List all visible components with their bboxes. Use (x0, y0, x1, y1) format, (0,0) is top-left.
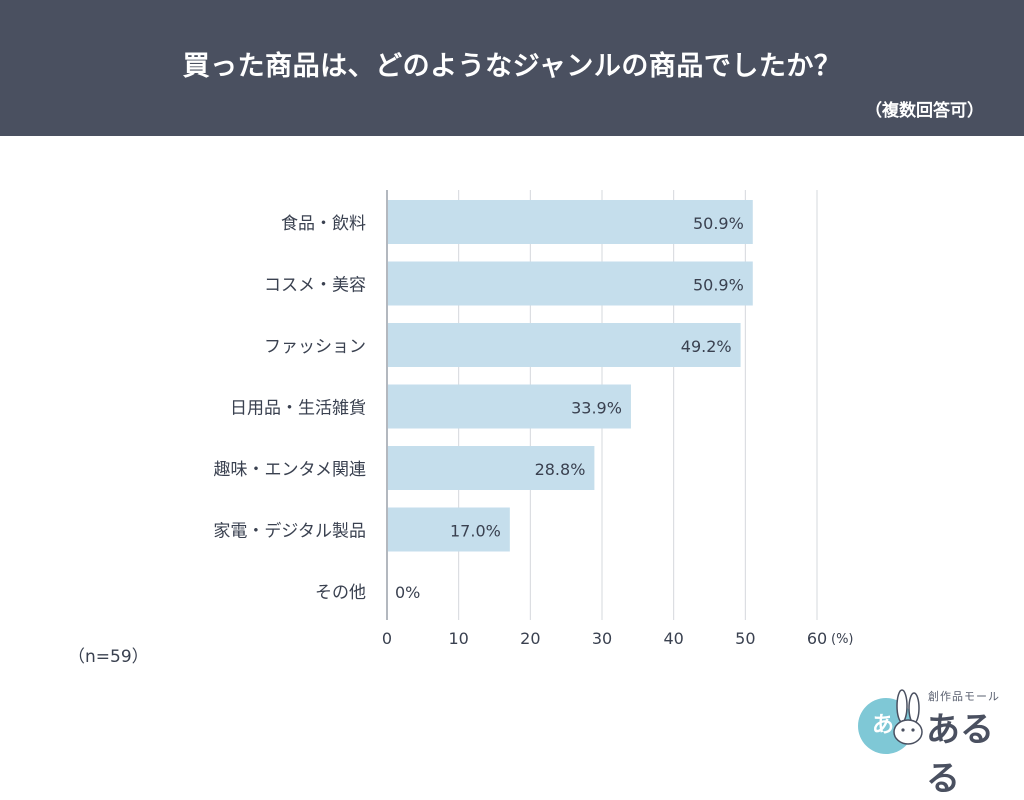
value-label: 49.2% (681, 337, 732, 356)
value-label: 33.9% (571, 399, 622, 418)
category-label: 趣味・エンタメ関連 (214, 460, 367, 480)
bar (388, 446, 595, 490)
bar-chart: 0 10 20 30 40 50 60 (%) 食品・飲料 50.9% コスメ・美容 50.9% ファッ… (213, 190, 854, 648)
header-banner: 買った商品は、どのようなジャンルの商品でしたか？ （複数回答可） (0, 0, 1024, 136)
bar (388, 384, 631, 429)
category-label: ファッション (264, 337, 366, 357)
sample-size-label: （n=59） (68, 647, 149, 667)
bar (388, 323, 741, 367)
category-label: 日用品・生活雑貨 (230, 399, 366, 419)
value-label: 50.9% (693, 276, 744, 295)
value-label: 28.8% (535, 460, 586, 479)
logo-badge-text: あ (872, 713, 894, 738)
bar (388, 507, 510, 552)
site-logo: あ 創作品モール あるる (852, 686, 1012, 799)
x-axis-unit: (%) (831, 632, 854, 647)
page-title: 買った商品は、どのようなジャンルの商品でしたか？ (182, 51, 842, 82)
x-tick-label: 10 (448, 629, 468, 648)
category-label: 家電・デジタル製品 (213, 521, 366, 542)
logo-tagline: 創作品モール (928, 690, 1000, 703)
value-label: 0% (395, 583, 420, 602)
category-label: コスメ・美容 (264, 276, 366, 296)
rabbit-logo-icon: あ (858, 689, 923, 754)
x-tick-label: 40 (663, 629, 683, 648)
bar (388, 200, 753, 244)
bar (388, 261, 753, 306)
category-label: 食品・飲料 (281, 214, 366, 234)
value-label: 17.0% (450, 522, 501, 541)
logo-name: あるる (926, 710, 994, 799)
x-tick-label: 20 (520, 629, 540, 648)
x-tick-label: 30 (592, 629, 612, 648)
x-tick-label: 50 (735, 629, 755, 648)
category-label: その他 (315, 583, 366, 603)
page-subtitle: （複数回答可） (865, 101, 984, 121)
value-label: 50.9% (693, 214, 744, 233)
x-tick-label: 0 (382, 629, 392, 648)
x-tick-label: 60 (807, 629, 827, 648)
